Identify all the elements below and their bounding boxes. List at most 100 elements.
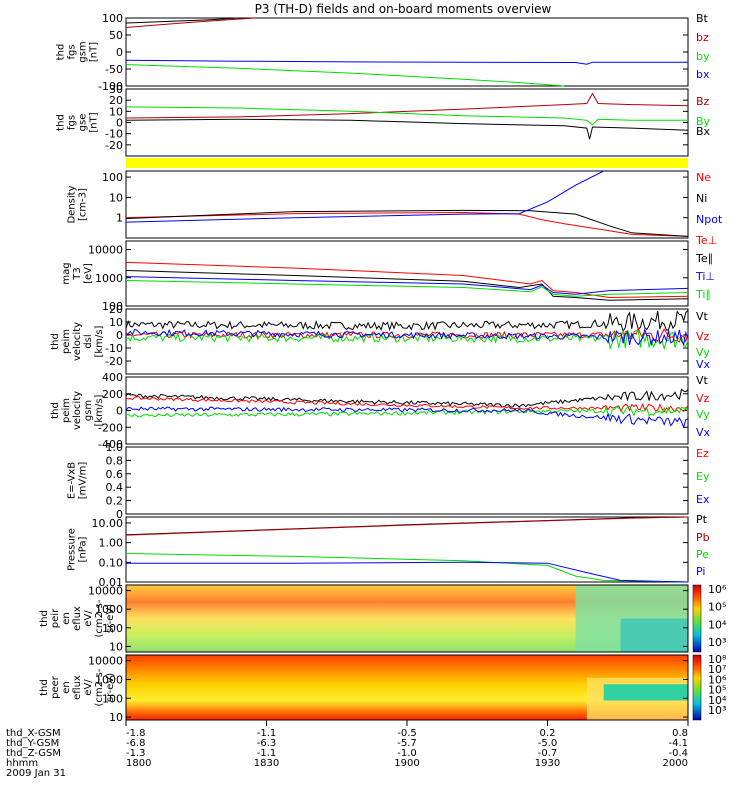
x-tick-value: -1.1 xyxy=(257,748,277,759)
y-axis-label-line: sr-eV) xyxy=(105,673,116,702)
y-axis-label-line: (cm2-s- xyxy=(94,668,105,706)
y-axis-label-line: en xyxy=(61,681,72,694)
x-tick-value: 1900 xyxy=(394,758,419,769)
colorbar-gradient xyxy=(692,584,702,653)
y-axis-label-line: Density xyxy=(67,185,78,223)
series-line-bx xyxy=(125,59,688,65)
y-axis-label-line: peir xyxy=(50,608,61,628)
y-tick-label: 0 xyxy=(116,117,123,130)
x-tick-value: -6.3 xyxy=(257,738,277,749)
y-axis-label-line: fgs xyxy=(67,44,78,59)
colorbar-tick-label: 10⁷ xyxy=(708,663,726,676)
legend-entry: Ey xyxy=(696,470,710,483)
x-tick-value: -0.4 xyxy=(668,748,688,759)
x-tick-value: -5.7 xyxy=(397,738,417,749)
panels: 100500-50-100thdfgsgsm[nT]Btbzbybx302010… xyxy=(39,12,727,724)
y-axis-label-line: eflux xyxy=(72,606,83,631)
series-line-Vy xyxy=(125,329,689,351)
legend-entry: Vt xyxy=(696,310,709,323)
y-axis-label: thdpeimvelocitydsl[km/s] xyxy=(50,322,105,361)
y-tick-label: 10 xyxy=(109,640,123,653)
y-axis-label-line: fgs xyxy=(67,115,78,130)
series-line-Te∥ xyxy=(125,270,689,301)
legend-entry: Ex xyxy=(696,493,710,506)
y-axis-label-line: [km/s] xyxy=(94,394,105,426)
x-axis-labels: thd_X-GSM -1.8 -1.1 -0.5 0.2 0.8 thd_Y-GSM -6.8… xyxy=(6,720,689,769)
colorbar-tick-label: 10⁵ xyxy=(708,684,726,697)
y-tick-label: 10 xyxy=(109,711,123,724)
peer-mid-band xyxy=(603,684,688,701)
y-tick-label: 10000 xyxy=(88,585,123,598)
x-tick-value: -6.8 xyxy=(126,738,146,749)
legend-entry: Pi xyxy=(696,565,705,578)
x-tick-value: -0.7 xyxy=(538,748,558,759)
x-tick-value: -0.5 xyxy=(397,728,417,739)
y-tick-label: 1000 xyxy=(95,272,123,285)
x-tick-value: 0.2 xyxy=(540,728,556,739)
y-tick-label: 0 xyxy=(116,405,123,418)
x-tick-value: -1.8 xyxy=(126,728,146,739)
panel-peim_gsm: 400 200 0 -200 -400 thdpeimvelocitygsm[km/s] V… xyxy=(50,371,711,451)
y-axis-label-line: thd xyxy=(56,44,67,61)
y-tick-label: 0 xyxy=(116,46,123,59)
y-tick-label: -50 xyxy=(105,63,123,76)
panel-frame xyxy=(125,308,689,375)
colorbar-tick-label: 10³ xyxy=(708,636,726,649)
y-tick-label: 50 xyxy=(109,29,123,42)
y-axis-label-line: T3 xyxy=(72,267,83,280)
legend-entry: Pt xyxy=(696,513,708,526)
series-line-Vz xyxy=(125,396,689,413)
colorbar-tick-label: 10⁶ xyxy=(708,583,727,596)
y-tick-label: 0.01 xyxy=(99,576,124,589)
legend-entry: by xyxy=(696,50,710,63)
y-axis-label-line: peer xyxy=(50,675,61,699)
y-tick-label: 100 xyxy=(102,12,123,25)
y-tick-label: 0.10 xyxy=(99,556,124,569)
y-tick-label: 1000 xyxy=(95,673,123,686)
x-tick-value: -4.1 xyxy=(668,738,688,749)
series-line-Vx xyxy=(125,327,689,347)
series-line-Pi xyxy=(126,561,689,583)
y-axis-label-line: [eV] xyxy=(83,263,94,284)
y-axis-label-line: gsm xyxy=(78,41,89,62)
date-label: 2009 Jan 31 xyxy=(6,768,66,779)
colorbar-tick-label: 10⁸ xyxy=(708,653,727,666)
y-tick-label: 0.4 xyxy=(106,481,124,494)
legend-entry: bx xyxy=(696,68,710,81)
y-axis-label-line: [nT] xyxy=(89,112,100,132)
colorbar-tick-label: 10⁴ xyxy=(708,618,727,631)
series-line-Ti∥ xyxy=(125,280,689,297)
x-tick-value: 0.8 xyxy=(672,728,688,739)
y-axis-label-line: [km/s] xyxy=(94,325,105,357)
x-tick-value: -1.3 xyxy=(126,748,146,759)
y-tick-label: 20 xyxy=(109,94,123,107)
y-tick-label: 10 xyxy=(109,105,123,118)
series-line-Bt xyxy=(125,17,239,24)
y-axis-label-line: peim xyxy=(61,329,72,354)
y-tick-label: 10000 xyxy=(88,655,123,668)
y-axis-label-line: [nT] xyxy=(89,42,100,62)
colorbar-tick-label: 10⁴ xyxy=(708,694,727,707)
panel-peim_dsl: 20100-10-20thdpeimvelocitydsl[km/s]VtVzV… xyxy=(50,303,711,375)
panel-frame xyxy=(125,170,689,239)
y-axis-label-line: Pressure xyxy=(67,528,78,571)
panel-density: 100 10 1 Density[cm-3] Ne Ni Npot xyxy=(67,170,723,239)
x-tick-value: -1.0 xyxy=(397,748,417,759)
x-tick-value: 1800 xyxy=(126,758,151,769)
panel-pressure: 10.00 1.00 0.10 0.01 Pressure[nPa] Pt Pb Pe Pi xyxy=(67,513,710,589)
y-axis-label-line: gsm xyxy=(83,400,94,421)
flag-bar xyxy=(126,158,688,168)
y-axis-label-line: dsl xyxy=(83,334,94,348)
panel-frame xyxy=(125,88,689,157)
x-tick-value: 1830 xyxy=(254,758,279,769)
y-tick-label: 0 xyxy=(116,329,123,342)
legend-entry: Vy xyxy=(696,408,710,421)
legend-entry: Ne xyxy=(696,171,711,184)
colorbar-tick-label: 10⁵ xyxy=(708,601,726,614)
panel-peir: 10⁶ 10⁵ 10⁴ 10³ 10000 1000 100 10 thdpeireneflux… xyxy=(39,583,727,653)
series-line-Bx xyxy=(125,118,689,140)
y-axis-label-line: gse xyxy=(78,114,89,132)
legend-entry: Vz xyxy=(696,330,710,343)
legend-entry: Ti⊥ xyxy=(695,270,715,283)
